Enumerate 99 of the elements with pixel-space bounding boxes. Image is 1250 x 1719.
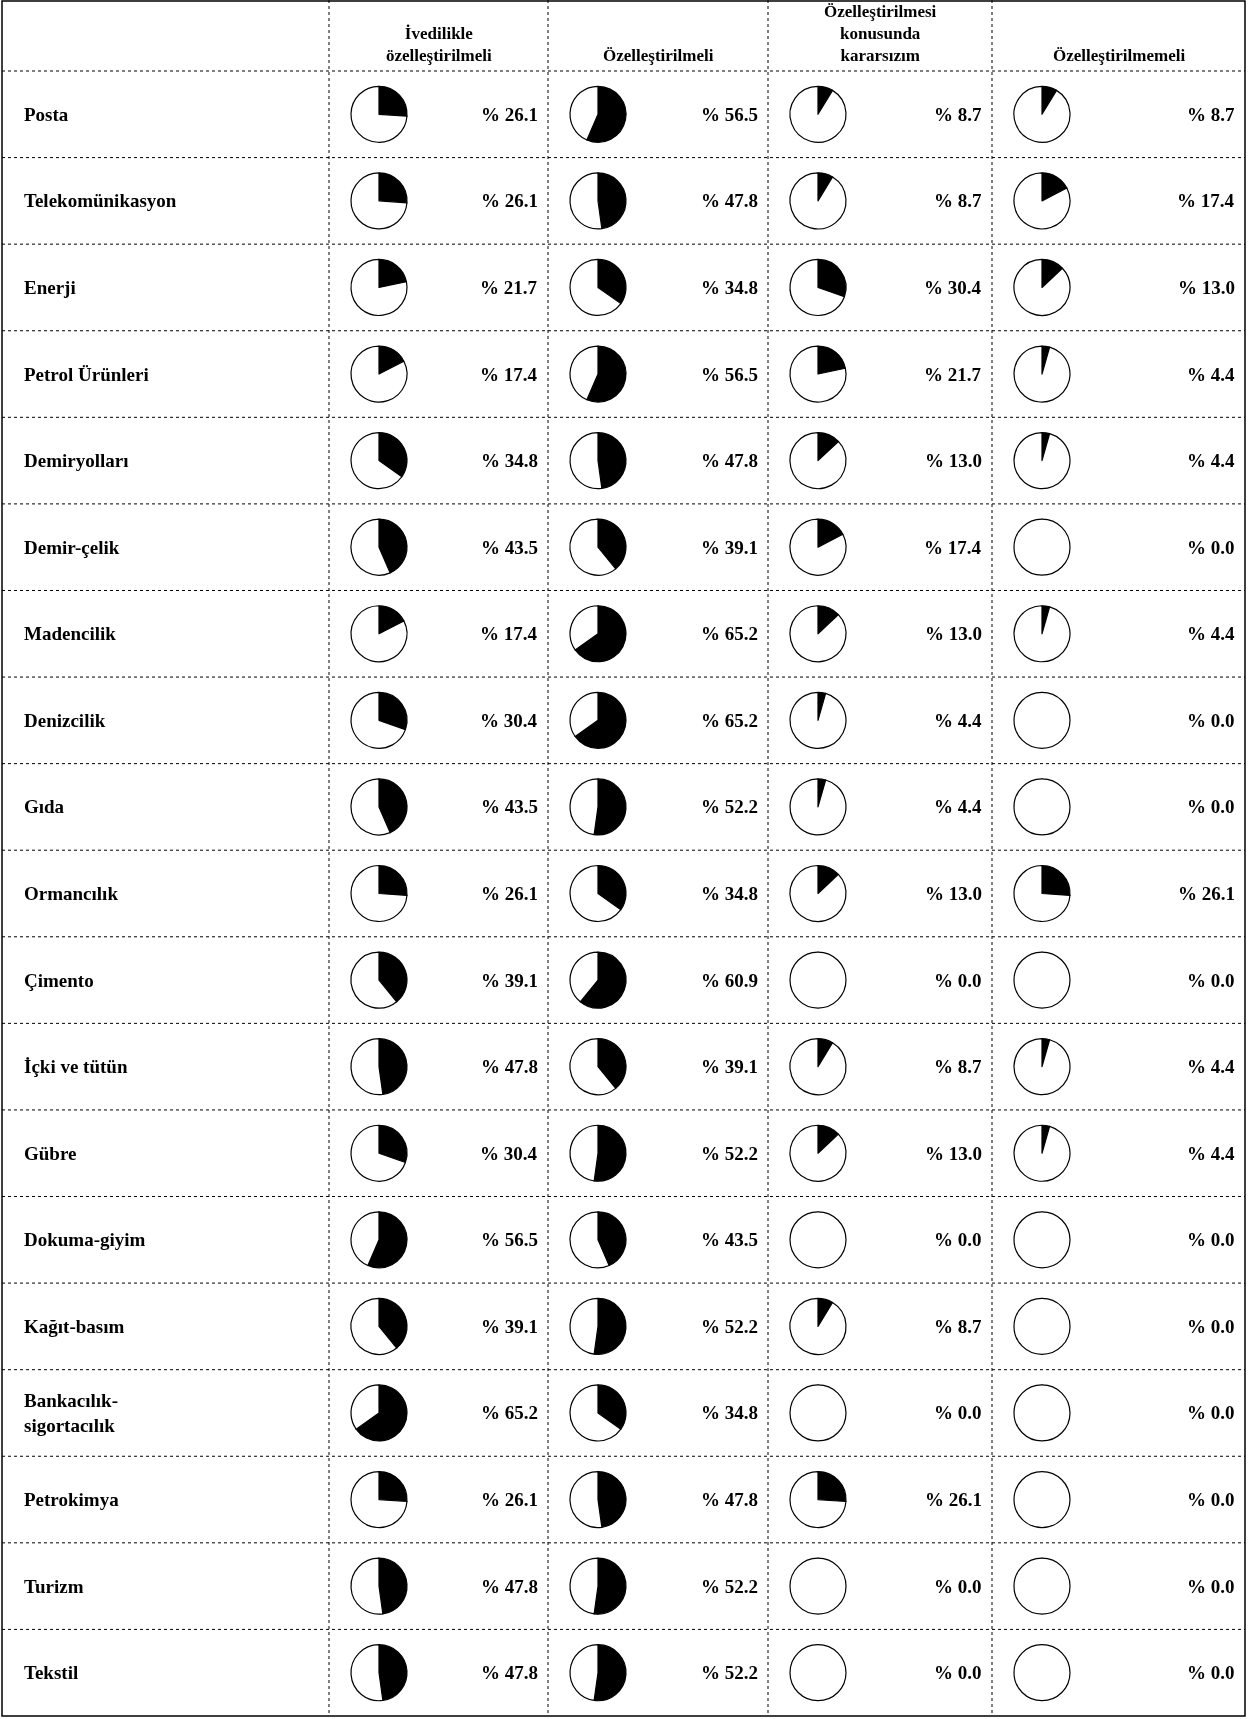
x-tick-label: Özelleştirilmeli (603, 46, 714, 65)
y-tick-label: Posta (24, 104, 69, 125)
data-label: % 4.4 (1187, 623, 1235, 644)
y-tick-label: Gıda (24, 796, 65, 817)
data-label: % 52.2 (701, 1316, 758, 1337)
data-label: % 13.0 (925, 883, 982, 904)
data-label: % 39.1 (701, 537, 758, 558)
y-tick-label: Kağıt-basım (24, 1316, 125, 1337)
data-label: % 56.5 (481, 1229, 538, 1250)
data-label: % 0.0 (1187, 1489, 1235, 1510)
data-label: % 34.8 (701, 883, 758, 904)
x-tick-label: Özelleştirilmemeli (1053, 46, 1186, 65)
y-tick-label: Telekomünikasyon (24, 190, 177, 211)
data-label: % 0.0 (1187, 970, 1235, 991)
data-label: % 4.4 (1187, 1143, 1235, 1164)
data-label: % 26.1 (481, 1489, 538, 1510)
data-label: % 52.2 (701, 1576, 758, 1597)
data-label: % 47.8 (701, 190, 758, 211)
data-label: % 34.8 (701, 277, 758, 298)
data-label: % 39.1 (481, 970, 538, 991)
data-label: % 0.0 (1187, 1316, 1235, 1337)
data-label: % 30.4 (480, 710, 538, 731)
data-label: % 26.1 (925, 1489, 982, 1510)
data-label: % 8.7 (1187, 104, 1235, 125)
data-label: % 13.0 (925, 1143, 982, 1164)
data-label: % 0.0 (1187, 1229, 1235, 1250)
data-label: % 0.0 (934, 970, 982, 991)
data-label: % 47.8 (701, 450, 758, 471)
data-label: % 30.4 (480, 1143, 538, 1164)
data-label: % 43.5 (481, 537, 538, 558)
data-label: % 17.4 (924, 537, 982, 558)
data-label: % 43.5 (701, 1229, 758, 1250)
y-tick-label: Petrokimya (24, 1489, 120, 1510)
data-label: % 13.0 (925, 623, 982, 644)
data-label: % 4.4 (1187, 364, 1235, 385)
data-label: % 26.1 (1178, 883, 1235, 904)
y-tick-label: Bankacılık- sigortacılık (24, 1390, 118, 1436)
data-label: % 56.5 (701, 104, 758, 125)
y-tick-label: Enerji (24, 277, 76, 298)
data-label: % 43.5 (481, 796, 538, 817)
y-tick-label: Petrol Ürünleri (24, 364, 149, 385)
data-label: % 34.8 (701, 1402, 758, 1423)
x-tick-label: İvedilikle özelleştirilmeli (386, 24, 492, 66)
data-label: % 26.1 (481, 883, 538, 904)
data-label: % 0.0 (1187, 796, 1235, 817)
data-label: % 0.0 (1187, 537, 1235, 558)
data-label: % 65.2 (481, 1402, 538, 1423)
data-label: % 4.4 (934, 710, 982, 731)
data-label: % 52.2 (701, 1143, 758, 1164)
data-label: % 65.2 (701, 710, 758, 731)
data-label: % 52.2 (701, 796, 758, 817)
y-tick-label: Denizcilik (24, 710, 106, 731)
data-label: % 4.4 (934, 796, 982, 817)
y-tick-label: Madencilik (24, 623, 117, 644)
data-label: % 47.8 (481, 1056, 538, 1077)
data-label: % 0.0 (1187, 1662, 1235, 1683)
data-label: % 34.8 (481, 450, 538, 471)
data-label: % 39.1 (701, 1056, 758, 1077)
data-label: % 8.7 (934, 1316, 982, 1337)
data-label: % 0.0 (1187, 1576, 1235, 1597)
y-tick-label: Demir-çelik (24, 537, 120, 558)
data-label: % 8.7 (934, 1056, 982, 1077)
y-tick-label: Turizm (24, 1576, 84, 1597)
x-tick-label: Özelleştirilmesi konusunda kararsızım (824, 2, 937, 66)
data-label: % 47.8 (481, 1576, 538, 1597)
data-label: % 0.0 (1187, 710, 1235, 731)
data-label: % 17.4 (480, 364, 538, 385)
data-label: % 0.0 (934, 1229, 982, 1250)
data-label: % 26.1 (481, 104, 538, 125)
data-label: % 47.8 (481, 1662, 538, 1683)
data-label: % 13.0 (1178, 277, 1235, 298)
y-tick-label: Gübre (24, 1143, 77, 1164)
data-label: % 52.2 (701, 1662, 758, 1683)
y-tick-label: Ormancılık (24, 883, 119, 904)
data-label: % 4.4 (1187, 1056, 1235, 1077)
data-label: % 65.2 (701, 623, 758, 644)
data-label: % 13.0 (925, 450, 982, 471)
y-tick-label: Tekstil (24, 1662, 79, 1683)
data-label: % 21.7 (924, 364, 982, 385)
y-tick-label: Demiryolları (24, 450, 129, 471)
data-label: % 4.4 (1187, 450, 1235, 471)
data-label: % 17.4 (480, 623, 538, 644)
y-tick-label: İçki ve tütün (24, 1056, 128, 1077)
data-label: % 0.0 (934, 1576, 982, 1597)
data-label: % 0.0 (934, 1402, 982, 1423)
data-label: % 17.4 (1177, 190, 1235, 211)
data-label: % 26.1 (481, 190, 538, 211)
data-label: % 8.7 (934, 190, 982, 211)
data-label: % 0.0 (1187, 1402, 1235, 1423)
data-label: % 56.5 (701, 364, 758, 385)
data-label: % 47.8 (701, 1489, 758, 1510)
y-tick-label: Çimento (24, 970, 94, 991)
data-label: % 21.7 (480, 277, 538, 298)
y-tick-label: Dokuma-giyim (24, 1229, 146, 1250)
data-label: % 8.7 (934, 104, 982, 125)
data-label: % 39.1 (481, 1316, 538, 1337)
data-label: % 60.9 (701, 970, 758, 991)
data-label: % 30.4 (924, 277, 982, 298)
data-label: % 0.0 (934, 1662, 982, 1683)
